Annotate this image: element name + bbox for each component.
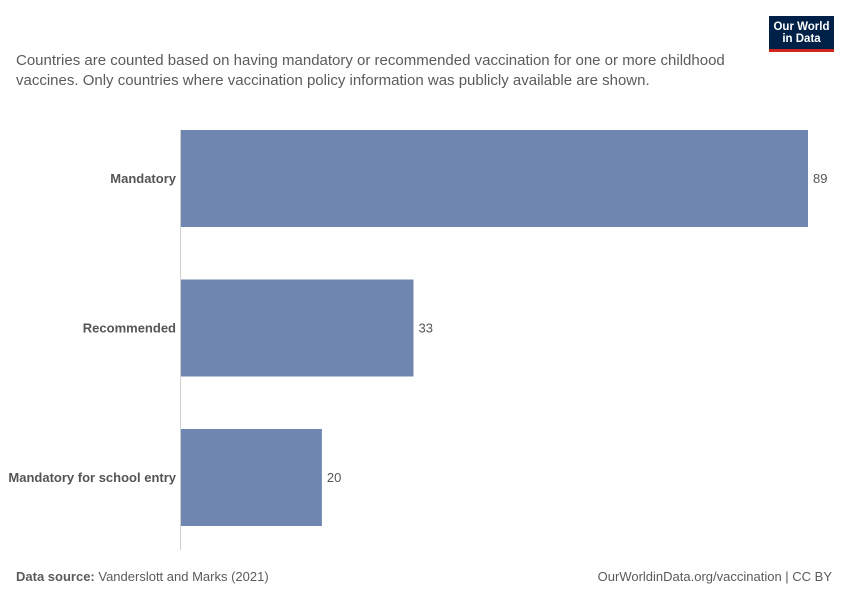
bar-1[interactable] (181, 279, 414, 377)
owid-logo[interactable]: Our World in Data (769, 16, 834, 52)
value-label: 89 (813, 171, 827, 186)
logo-line-2: in Data (782, 33, 821, 45)
category-label: Mandatory for school entry (8, 470, 176, 485)
logo-line-1: Our World (773, 21, 830, 33)
value-label: 20 (327, 470, 341, 485)
data-source-label: Data source: (16, 569, 95, 584)
chart-subtitle: Countries are counted based on having ma… (16, 52, 725, 89)
data-source-value: Vanderslott and Marks (2021) (98, 569, 269, 584)
bar-2[interactable] (181, 429, 322, 526)
data-source: Data source: Vanderslott and Marks (2021… (16, 569, 269, 584)
category-label: Mandatory (110, 171, 177, 186)
value-label: 33 (418, 321, 432, 336)
bar-0[interactable] (181, 130, 808, 227)
category-label: Recommended (83, 321, 176, 336)
credit-link[interactable]: OurWorldinData.org/vaccination | CC BY (597, 569, 832, 584)
